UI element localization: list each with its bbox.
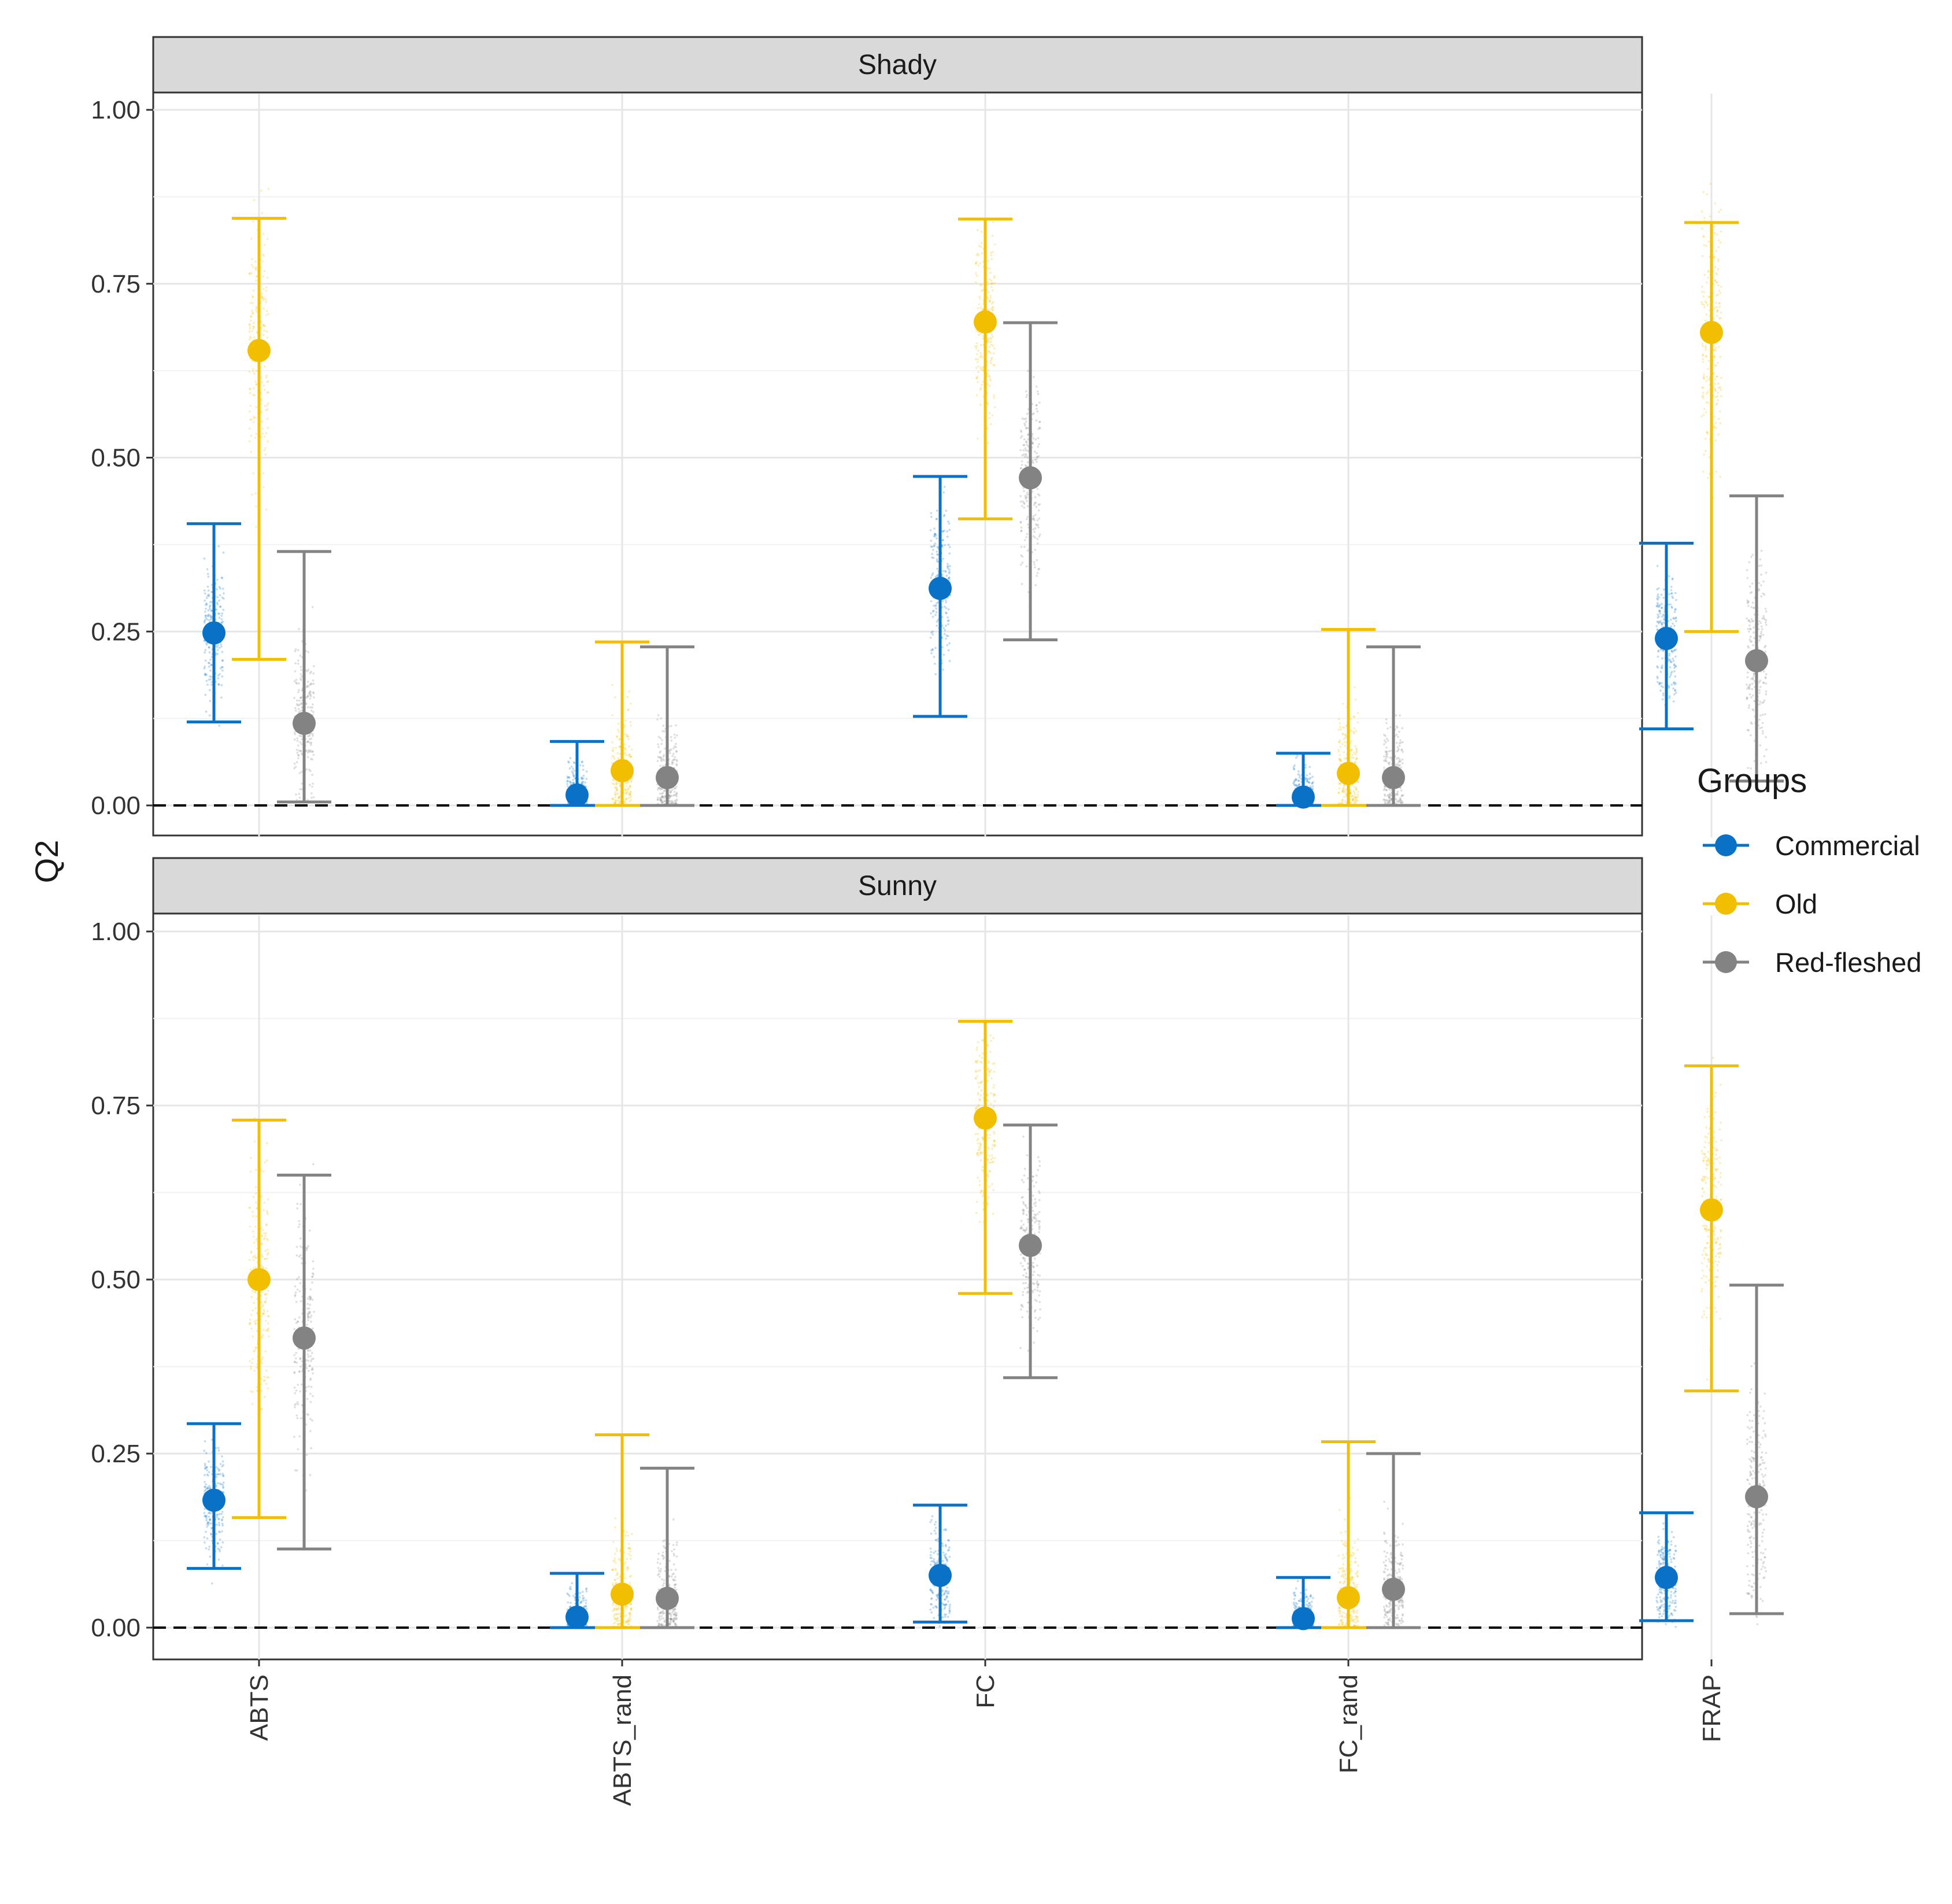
point-sunny-commercial-abts xyxy=(202,1489,225,1512)
y-tick-label: 0.75 xyxy=(91,270,141,298)
point-shady-red-fleshed-frap xyxy=(1745,649,1768,672)
point-shady-old-fc-rand xyxy=(1337,762,1360,785)
y-tick-label: 0.00 xyxy=(91,1614,141,1642)
point-sunny-red-fleshed-frap xyxy=(1745,1485,1768,1509)
point-shady-commercial-abts xyxy=(202,622,225,645)
y-tick-label: 0.25 xyxy=(91,1440,141,1468)
point-sunny-old-abts xyxy=(247,1268,271,1291)
point-shady-commercial-frap xyxy=(1655,627,1678,650)
point-shady-red-fleshed-fc-rand xyxy=(1382,766,1405,789)
point-shady-commercial-abts-rand xyxy=(565,783,589,807)
point-shady-old-abts xyxy=(247,339,271,362)
point-sunny-red-fleshed-abts xyxy=(293,1326,316,1350)
x-tick-label-fc: FC xyxy=(971,1674,1000,1709)
point-sunny-commercial-abts-rand xyxy=(565,1606,589,1629)
legend-label-red-fleshed: Red-fleshed xyxy=(1775,947,1921,978)
x-tick-label-fc-rand: FC_rand xyxy=(1334,1674,1363,1773)
point-shady-commercial-fc-rand xyxy=(1292,786,1315,809)
y-tick-label: 0.50 xyxy=(91,444,141,472)
y-tick-label: 0.25 xyxy=(91,618,141,646)
y-tick-label: 0.75 xyxy=(91,1092,141,1120)
point-shady-red-fleshed-fc xyxy=(1019,466,1042,489)
y-tick-label: 1.00 xyxy=(91,96,141,124)
y-axis-title: Q2 xyxy=(28,840,65,883)
point-sunny-red-fleshed-abts-rand xyxy=(656,1587,679,1610)
y-tick-label: 1.00 xyxy=(91,918,141,946)
x-tick-label-abts-rand: ABTS_rand xyxy=(608,1674,637,1806)
point-sunny-old-fc xyxy=(974,1107,997,1130)
legend-label-commercial: Commercial xyxy=(1775,830,1920,861)
point-sunny-red-fleshed-fc-rand xyxy=(1382,1578,1405,1601)
point-sunny-commercial-fc xyxy=(929,1564,952,1587)
y-tick-label: 0.50 xyxy=(91,1266,141,1294)
point-sunny-old-abts-rand xyxy=(611,1583,634,1606)
x-tick-label-frap: FRAP xyxy=(1698,1674,1726,1742)
x-tick-label-abts: ABTS xyxy=(245,1674,273,1741)
point-sunny-commercial-fc-rand xyxy=(1292,1607,1315,1630)
facet-label-shady: Shady xyxy=(858,50,937,80)
legend-key-point xyxy=(1715,951,1737,973)
legend-key-point xyxy=(1715,893,1737,915)
point-sunny-old-frap xyxy=(1700,1199,1723,1222)
point-shady-commercial-fc xyxy=(929,577,952,600)
facet-label-sunny: Sunny xyxy=(858,871,937,901)
point-shady-red-fleshed-abts-rand xyxy=(656,766,679,789)
legend-title: Groups xyxy=(1697,762,1807,800)
legend-key-point xyxy=(1715,834,1737,856)
point-sunny-old-fc-rand xyxy=(1337,1586,1360,1609)
y-tick-label: 0.00 xyxy=(91,792,141,820)
point-sunny-red-fleshed-fc xyxy=(1019,1234,1042,1257)
point-shady-old-fc xyxy=(974,310,997,334)
point-sunny-commercial-frap xyxy=(1655,1566,1678,1589)
point-shady-old-frap xyxy=(1700,321,1723,344)
point-shady-red-fleshed-abts xyxy=(293,712,316,735)
point-shady-old-abts-rand xyxy=(611,759,634,782)
legend-label-old: Old xyxy=(1775,889,1817,919)
